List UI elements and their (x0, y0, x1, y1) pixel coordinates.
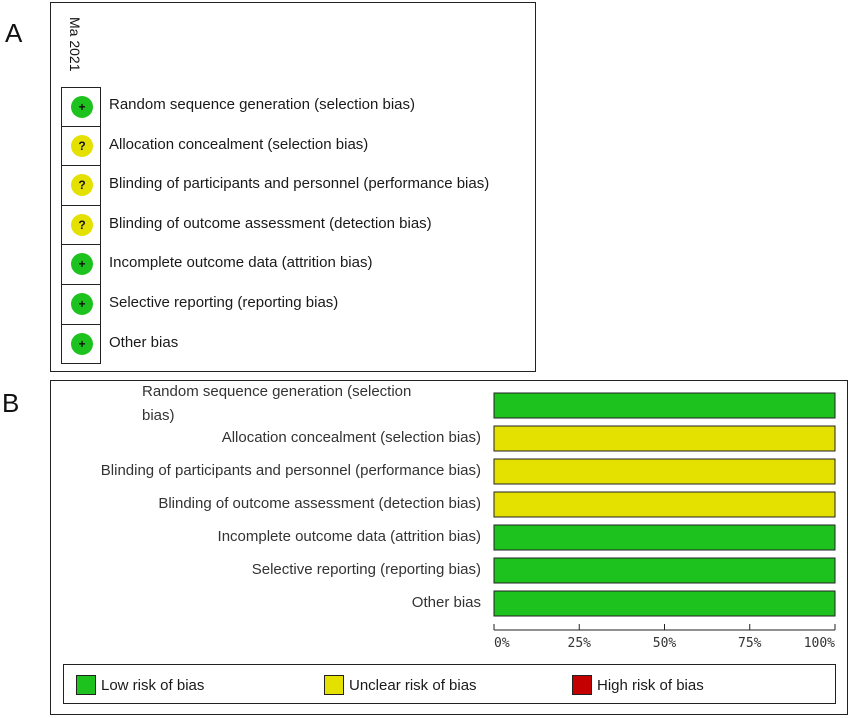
bar-low-risk-of-bias (493, 524, 836, 551)
legend-swatch (572, 675, 592, 695)
x-tick-label: 25% (568, 636, 592, 651)
x-tick-label: 100% (804, 636, 835, 651)
panel-a-letter: A (5, 18, 23, 48)
judgement-cell: ? (61, 126, 101, 167)
legend: Low risk of bias Unclear risk of bias High… (63, 664, 836, 704)
domain-label: Incomplete outcome data (attrition bias) (109, 254, 373, 272)
unclear-risk-icon: ? (71, 174, 93, 197)
category-label: Allocation concealment (selection bias) (221, 429, 481, 446)
bar-unclear-risk-of-bias (493, 458, 836, 485)
x-tick-label: 0% (494, 636, 510, 651)
category-label: Incomplete outcome data (attrition bias) (217, 528, 481, 545)
category-label: Selective reporting (reporting bias) (251, 561, 481, 578)
domain-label: Blinding of outcome assessment (detectio… (109, 214, 432, 232)
judgement-cell: ? (61, 205, 101, 246)
judgement-cell: + (61, 87, 101, 127)
category-label: Blinding of outcome assessment (detectio… (158, 495, 481, 512)
domain-label: Blinding of participants and personnel (… (109, 175, 490, 193)
judgement-cell: + (61, 245, 101, 285)
unclear-risk-icon: ? (71, 213, 93, 236)
category-label: Random sequence generation (selection (142, 383, 412, 400)
domain-label: Selective reporting (reporting bias) (109, 294, 339, 311)
category-label-continued: bias) (142, 407, 175, 424)
low-risk-icon: + (71, 293, 93, 315)
low-risk-icon: + (71, 253, 93, 276)
low-risk-icon: + (71, 96, 93, 118)
legend-item: High risk of bias (572, 674, 704, 696)
legend-item: Unclear risk of bias (324, 674, 477, 696)
study-name: Ma 2021 (67, 17, 83, 72)
legend-label: Unclear risk of bias (349, 676, 477, 694)
bar-low-risk-of-bias (493, 557, 836, 584)
judgement-cell: + (61, 324, 101, 365)
domain-label: Random sequence generation (selection bi… (109, 96, 416, 113)
judgement-cell: ? (61, 166, 101, 206)
bar-chart: 0% 25% 50% 75% 100% (493, 392, 836, 651)
risk-of-bias-graph: Random sequence generation (selection bia… (50, 380, 848, 715)
bar-unclear-risk-of-bias (493, 425, 836, 452)
legend-label: High risk of bias (597, 676, 704, 694)
panel-b-letter: B (2, 388, 20, 418)
domain-label: Allocation concealment (selection bias) (109, 135, 369, 153)
domain-label: Other bias (109, 333, 179, 351)
unclear-risk-icon: ? (71, 134, 93, 157)
low-risk-icon: + (71, 332, 93, 355)
judgement-cell: + (61, 285, 101, 325)
x-tick-label: 75% (738, 636, 762, 651)
bar-low-risk-of-bias (493, 392, 836, 419)
bar-low-risk-of-bias (493, 590, 836, 617)
bar-unclear-risk-of-bias (493, 491, 836, 518)
study-column-header: Ma 2021 (61, 7, 101, 87)
category-label: Other bias (411, 594, 481, 611)
risk-of-bias-summary: Ma 2021 + Random sequence generation (sel… (50, 2, 536, 372)
category-label: Blinding of participants and personnel (… (100, 462, 481, 479)
legend-swatch (324, 675, 344, 695)
x-tick-label: 50% (653, 636, 677, 651)
legend-swatch (76, 675, 96, 695)
legend-item: Low risk of bias (76, 674, 204, 696)
legend-label: Low risk of bias (101, 676, 205, 694)
